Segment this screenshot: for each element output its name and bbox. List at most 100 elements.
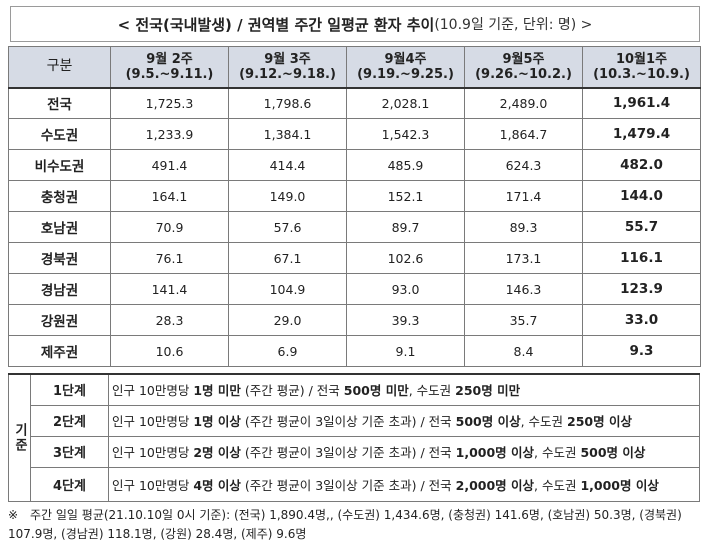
level-cell: 1단계 [30, 373, 109, 406]
description-text: 인구 10만명당 [112, 383, 194, 399]
value-cell: 35.7 [464, 304, 583, 336]
threshold-emphasis: 4명 이상 [193, 477, 241, 493]
value-cell: 1,864.7 [464, 118, 583, 150]
region-cell: 전국 [8, 86, 111, 119]
value-cell: 1,798.6 [228, 86, 347, 119]
description-text: , 수도권 [534, 477, 581, 493]
criteria-row: 3단계 인구 10만명당 2명 이상 (주간 평균이 3일이상 기준 초과) / … [9, 435, 700, 468]
value-cell: 1,233.9 [110, 118, 229, 150]
description-text: , 수도권 [520, 414, 568, 429]
value-cell: 76.1 [110, 242, 229, 274]
region-cell: 수도권 [8, 118, 111, 150]
value-cell: 89.7 [346, 211, 465, 243]
threshold-emphasis: 1,000명 이상 [455, 445, 535, 460]
criteria-label: 기준 [8, 373, 31, 502]
value-cell: 491.4 [110, 149, 229, 181]
value-cell: 116.1 [582, 242, 701, 274]
value-cell: 8.4 [464, 335, 583, 367]
value-cell: 57.6 [228, 211, 347, 243]
value-cell: 89.3 [464, 211, 583, 243]
threshold-emphasis: 1,000명 이상 [580, 477, 659, 493]
value-cell: 1,479.4 [582, 118, 701, 150]
region-cell: 경북권 [8, 242, 111, 274]
table-row: 충청권 164.1 149.0 152.1 171.4 144.0 [8, 180, 701, 212]
table-row: 수도권 1,233.9 1,384.1 1,542.3 1,864.7 1,479.4 [8, 118, 701, 150]
footnote-line-2: 107.9명, (경남권) 118.1명, (강원) 28.4명, (제주) 9… [8, 527, 307, 541]
region-cell: 강원권 [8, 304, 111, 336]
threshold-emphasis: 1명 이상 [193, 414, 241, 429]
threshold-emphasis: 1명 미만 [193, 383, 241, 399]
value-cell: 9.3 [582, 335, 701, 367]
region-cell: 경남권 [8, 273, 111, 305]
threshold-emphasis: 250명 미만 [455, 383, 521, 399]
week-label: 9월 2주 [146, 51, 193, 67]
description-text: 인구 10만명당 [112, 445, 194, 460]
threshold-emphasis: 500명 이상 [580, 445, 646, 460]
week-range: (9.26.~10.2.) [475, 66, 572, 82]
description-text: , 수도권 [534, 445, 581, 460]
value-cell: 1,725.3 [110, 86, 229, 119]
header-week: 9월4주 (9.19.~9.25.) [346, 46, 465, 88]
week-label: 9월5주 [502, 51, 545, 67]
value-cell: 33.0 [582, 304, 701, 336]
value-cell: 93.0 [346, 273, 465, 305]
description-text: (주간 평균이 3일이상 기준 초과) / 전국 [240, 414, 456, 429]
value-cell: 624.3 [464, 149, 583, 181]
value-cell: 146.3 [464, 273, 583, 305]
value-cell: 102.6 [346, 242, 465, 274]
region-cell: 비수도권 [8, 149, 111, 181]
value-cell: 67.1 [228, 242, 347, 274]
week-label: 9월4주 [384, 51, 427, 67]
region-cell: 제주권 [8, 335, 111, 367]
table-title: < 전국(국내발생) / 권역별 주간 일평균 환자 추이 (10.9일 기준,… [10, 6, 700, 42]
description-text: 인구 10만명당 [112, 477, 194, 493]
criteria-row: 2단계 인구 10만명당 1명 이상 (주간 평균이 3일이상 기준 초과) / … [9, 404, 700, 437]
value-cell: 485.9 [346, 149, 465, 181]
criteria-table: 기준 1단계 인구 10만명당 1명 미만 (주간 평균) / 전국 500명 미만… [8, 373, 700, 502]
threshold-emphasis: 2명 이상 [193, 445, 241, 460]
value-cell: 1,384.1 [228, 118, 347, 150]
criteria-row: 4단계 인구 10만명당 4명 이상 (주간 평균이 3일이상 기준 초과) / … [9, 466, 700, 502]
level-description: 인구 10만명당 1명 미만 (주간 평균) / 전국 500명 미만, 수도권… [108, 373, 700, 406]
value-cell: 29.0 [228, 304, 347, 336]
value-cell: 141.4 [110, 273, 229, 305]
footnote: ※ 주간 일일 평균(21.10.10일 0시 기준): (전국) 1,890.4… [8, 506, 702, 544]
value-cell: 39.3 [346, 304, 465, 336]
description-text: (주간 평균이 3일이상 기준 초과) / 전국 [240, 477, 456, 493]
week-label: 9월 3주 [264, 51, 311, 67]
table-row: 경북권 76.1 67.1 102.6 173.1 116.1 [8, 242, 701, 274]
value-cell: 28.3 [110, 304, 229, 336]
title-sub: (10.9일 기준, 단위: 명) > [434, 17, 593, 33]
value-cell: 9.1 [346, 335, 465, 367]
level-description: 인구 10만명당 1명 이상 (주간 평균이 3일이상 기준 초과) / 전국 … [108, 404, 700, 437]
value-cell: 2,489.0 [464, 86, 583, 119]
level-cell: 3단계 [30, 435, 109, 468]
week-range: (9.12.~9.18.) [239, 66, 336, 82]
level-description: 인구 10만명당 2명 이상 (주간 평균이 3일이상 기준 초과) / 전국 … [108, 435, 700, 468]
threshold-emphasis: 2,000명 이상 [455, 477, 535, 493]
threshold-emphasis: 500명 미만 [343, 383, 409, 399]
value-cell: 152.1 [346, 180, 465, 212]
threshold-emphasis: 250명 이상 [567, 414, 632, 429]
value-cell: 173.1 [464, 242, 583, 274]
header-week: 9월5주 (9.26.~10.2.) [464, 46, 583, 88]
table-row: 비수도권 491.4 414.4 485.9 624.3 482.0 [8, 149, 701, 181]
footnote-mark: ※ [8, 508, 19, 522]
level-cell: 4단계 [30, 466, 109, 502]
region-cell: 충청권 [8, 180, 111, 212]
footnote-line-1: ※ 주간 일일 평균(21.10.10일 0시 기준): (전국) 1,890.4… [8, 506, 702, 525]
value-cell: 123.9 [582, 273, 701, 305]
value-cell: 55.7 [582, 211, 701, 243]
value-cell: 1,542.3 [346, 118, 465, 150]
level-description: 인구 10만명당 4명 이상 (주간 평균이 3일이상 기준 초과) / 전국 … [108, 466, 700, 502]
table-row: 전국 1,725.3 1,798.6 2,028.1 2,489.0 1,961.4 [8, 86, 701, 119]
title-main: < 전국(국내발생) / 권역별 주간 일평균 환자 추이 [117, 15, 435, 34]
header-week: 9월 3주 (9.12.~9.18.) [228, 46, 347, 88]
threshold-emphasis: 500명 이상 [455, 414, 521, 429]
header-row: 구분 9월 2주 (9.5.~9.11.) 9월 3주 (9.12.~9.18.) … [8, 46, 701, 88]
value-cell: 104.9 [228, 273, 347, 305]
value-cell: 482.0 [582, 149, 701, 181]
value-cell: 70.9 [110, 211, 229, 243]
header-week: 9월 2주 (9.5.~9.11.) [110, 46, 229, 88]
value-cell: 10.6 [110, 335, 229, 367]
